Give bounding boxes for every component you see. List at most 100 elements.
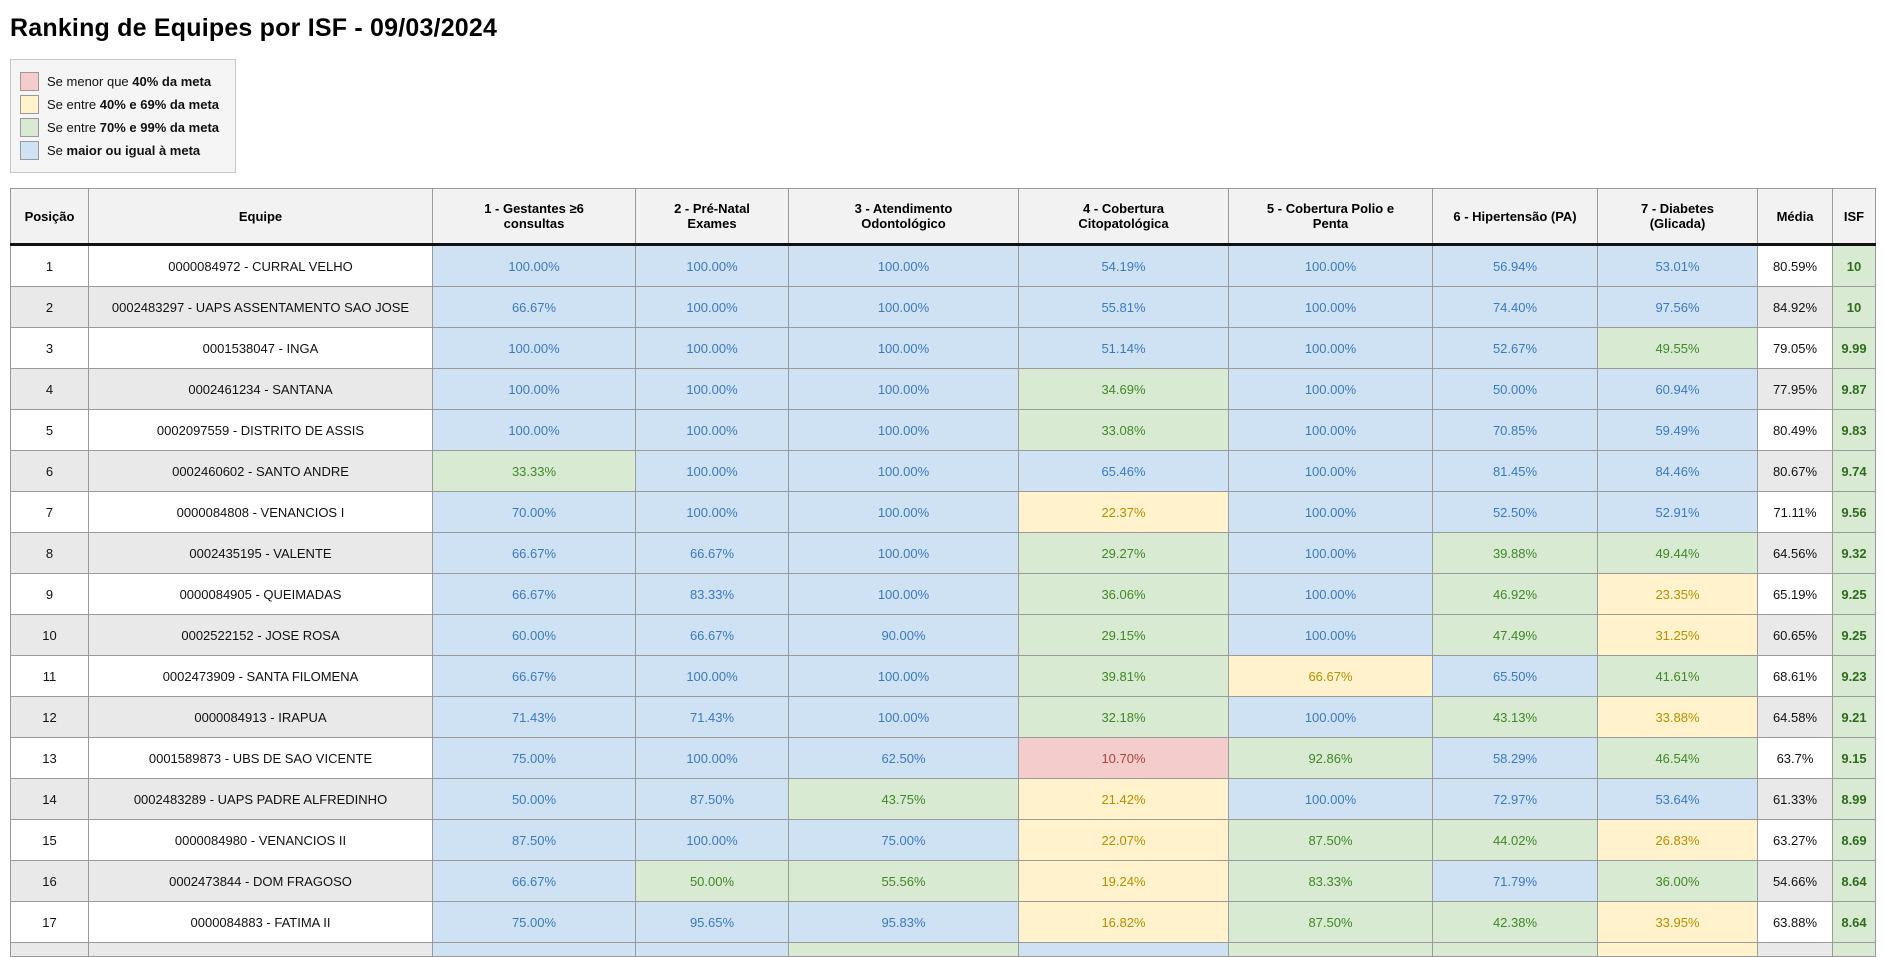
metric-cell: 66.67% (635, 614, 789, 656)
metric-cell: 84.46% (1597, 450, 1758, 492)
media-cell (1757, 942, 1833, 957)
metric-cell: 55.81% (1018, 286, 1229, 328)
media-cell: 80.49% (1757, 409, 1833, 451)
table-row: 16 0002473844 - DOM FRAGOSO 66.67% 50.00% 55… (10, 860, 1876, 902)
metric-cell: 49.55% (1597, 327, 1758, 369)
metric-cell: 65.50% (1432, 655, 1598, 697)
equipe-cell: 0000084980 - VENANCIOS II (88, 819, 433, 861)
metric-cell: 56.94% (1432, 244, 1598, 287)
position-cell: 4 (10, 368, 89, 410)
table-row: 2 0002483297 - UAPS ASSENTAMENTO SAO JOSE… (10, 286, 1876, 328)
metric-cell (635, 942, 789, 957)
table-row: 4 0002461234 - SANTANA 100.00% 100.00% 100.0… (10, 368, 1876, 410)
metric-cell: 34.69% (1018, 368, 1229, 410)
isf-cell: 9.99 (1832, 327, 1876, 369)
media-cell: 65.19% (1757, 573, 1833, 615)
equipe-cell: 0001538047 - INGA (88, 327, 433, 369)
metric-cell: 50.00% (1432, 368, 1598, 410)
metric-cell: 10.70% (1018, 737, 1229, 779)
equipe-cell: 0002460602 - SANTO ANDRE (88, 450, 433, 492)
metric-cell: 39.88% (1432, 532, 1598, 574)
metric-cell: 75.00% (432, 737, 636, 779)
media-cell: 54.66% (1757, 860, 1833, 902)
metric-cell: 52.67% (1432, 327, 1598, 369)
equipe-cell: 0002473909 - SANTA FILOMENA (88, 655, 433, 697)
metric-cell: 46.92% (1432, 573, 1598, 615)
metric-cell: 59.49% (1597, 409, 1758, 451)
isf-cell: 9.21 (1832, 696, 1876, 738)
metric-cell: 100.00% (432, 244, 636, 287)
metric-cell: 100.00% (788, 491, 1019, 533)
column-header-odontologico: 3 - Atendimento Odontológico (788, 188, 1019, 246)
metric-cell: 100.00% (788, 409, 1019, 451)
position-cell: 14 (10, 778, 89, 820)
legend-color-swatch (20, 118, 39, 137)
metric-cell: 100.00% (788, 450, 1019, 492)
metric-cell: 100.00% (635, 737, 789, 779)
metric-cell: 87.50% (1228, 901, 1433, 943)
position-cell: 11 (10, 655, 89, 697)
metric-cell: 87.50% (1228, 819, 1433, 861)
metric-cell: 22.07% (1018, 819, 1229, 861)
position-cell: 16 (10, 860, 89, 902)
metric-cell: 50.00% (635, 860, 789, 902)
metric-cell: 100.00% (635, 286, 789, 328)
media-cell: 63.88% (1757, 901, 1833, 943)
metric-cell: 55.56% (788, 860, 1019, 902)
metric-cell: 100.00% (788, 532, 1019, 574)
isf-cell: 9.32 (1832, 532, 1876, 574)
metric-cell: 60.00% (432, 614, 636, 656)
isf-cell: 9.23 (1832, 655, 1876, 697)
legend-color-swatch (20, 72, 39, 91)
metric-cell: 100.00% (1228, 286, 1433, 328)
metric-cell: 100.00% (788, 327, 1019, 369)
column-header-citopatologica: 4 - Cobertura Citopatológica (1018, 188, 1229, 246)
metric-cell: 60.94% (1597, 368, 1758, 410)
media-cell: 61.33% (1757, 778, 1833, 820)
metric-cell: 50.00% (432, 778, 636, 820)
media-cell: 71.11% (1757, 491, 1833, 533)
metric-cell (788, 942, 1019, 957)
table-row: 5 0002097559 - DISTRITO DE ASSIS 100.00% 10… (10, 409, 1876, 451)
position-cell: 6 (10, 450, 89, 492)
metric-cell: 100.00% (1228, 778, 1433, 820)
metric-cell: 97.56% (1597, 286, 1758, 328)
metric-cell: 33.33% (432, 450, 636, 492)
metric-cell: 87.50% (635, 778, 789, 820)
metric-cell: 66.67% (432, 655, 636, 697)
isf-cell: 9.74 (1832, 450, 1876, 492)
table-row: 17 0000084883 - FATIMA II 75.00% 95.65% 95.8… (10, 901, 1876, 943)
column-header-polio-penta: 5 - Cobertura Polio e Penta (1228, 188, 1433, 246)
isf-cell: 10 (1832, 286, 1876, 328)
legend-item-label: Se maior ou igual à meta (47, 143, 201, 158)
metric-cell: 81.45% (1432, 450, 1598, 492)
metric-cell: 74.40% (1432, 286, 1598, 328)
metric-cell: 33.95% (1597, 901, 1758, 943)
equipe-cell: 0002097559 - DISTRITO DE ASSIS (88, 409, 433, 451)
metric-cell: 52.91% (1597, 491, 1758, 533)
metric-cell (432, 942, 636, 957)
metric-cell: 22.37% (1018, 491, 1229, 533)
metric-cell: 100.00% (788, 573, 1019, 615)
legend-item: Se menor que 40% da meta (20, 71, 219, 92)
media-cell: 80.59% (1757, 244, 1833, 287)
legend-item: Se entre 40% e 69% da meta (20, 94, 219, 115)
metric-cell: 87.50% (432, 819, 636, 861)
legend-item-label: Se entre 70% e 99% da meta (47, 120, 219, 135)
metric-cell: 100.00% (432, 368, 636, 410)
page-title: Ranking de Equipes por ISF - 09/03/2024 (10, 14, 498, 42)
metric-cell: 100.00% (788, 655, 1019, 697)
metric-cell: 92.86% (1228, 737, 1433, 779)
column-header-equipe: Equipe (88, 188, 433, 246)
media-cell: 63.27% (1757, 819, 1833, 861)
table-row: 9 0000084905 - QUEIMADAS 66.67% 83.33% 100.0… (10, 573, 1876, 615)
metric-cell: 19.24% (1018, 860, 1229, 902)
metric-cell: 66.67% (635, 532, 789, 574)
legend-item: Se maior ou igual à meta (20, 140, 219, 161)
column-header-diabetes: 7 - Diabetes (Glicada) (1597, 188, 1758, 246)
legend-color-swatch (20, 141, 39, 160)
position-cell: 8 (10, 532, 89, 574)
table-header-row: Posição Equipe 1 - Gestantes ≥6 consulta… (10, 188, 1876, 246)
metric-cell: 26.83% (1597, 819, 1758, 861)
metric-cell: 66.67% (432, 532, 636, 574)
